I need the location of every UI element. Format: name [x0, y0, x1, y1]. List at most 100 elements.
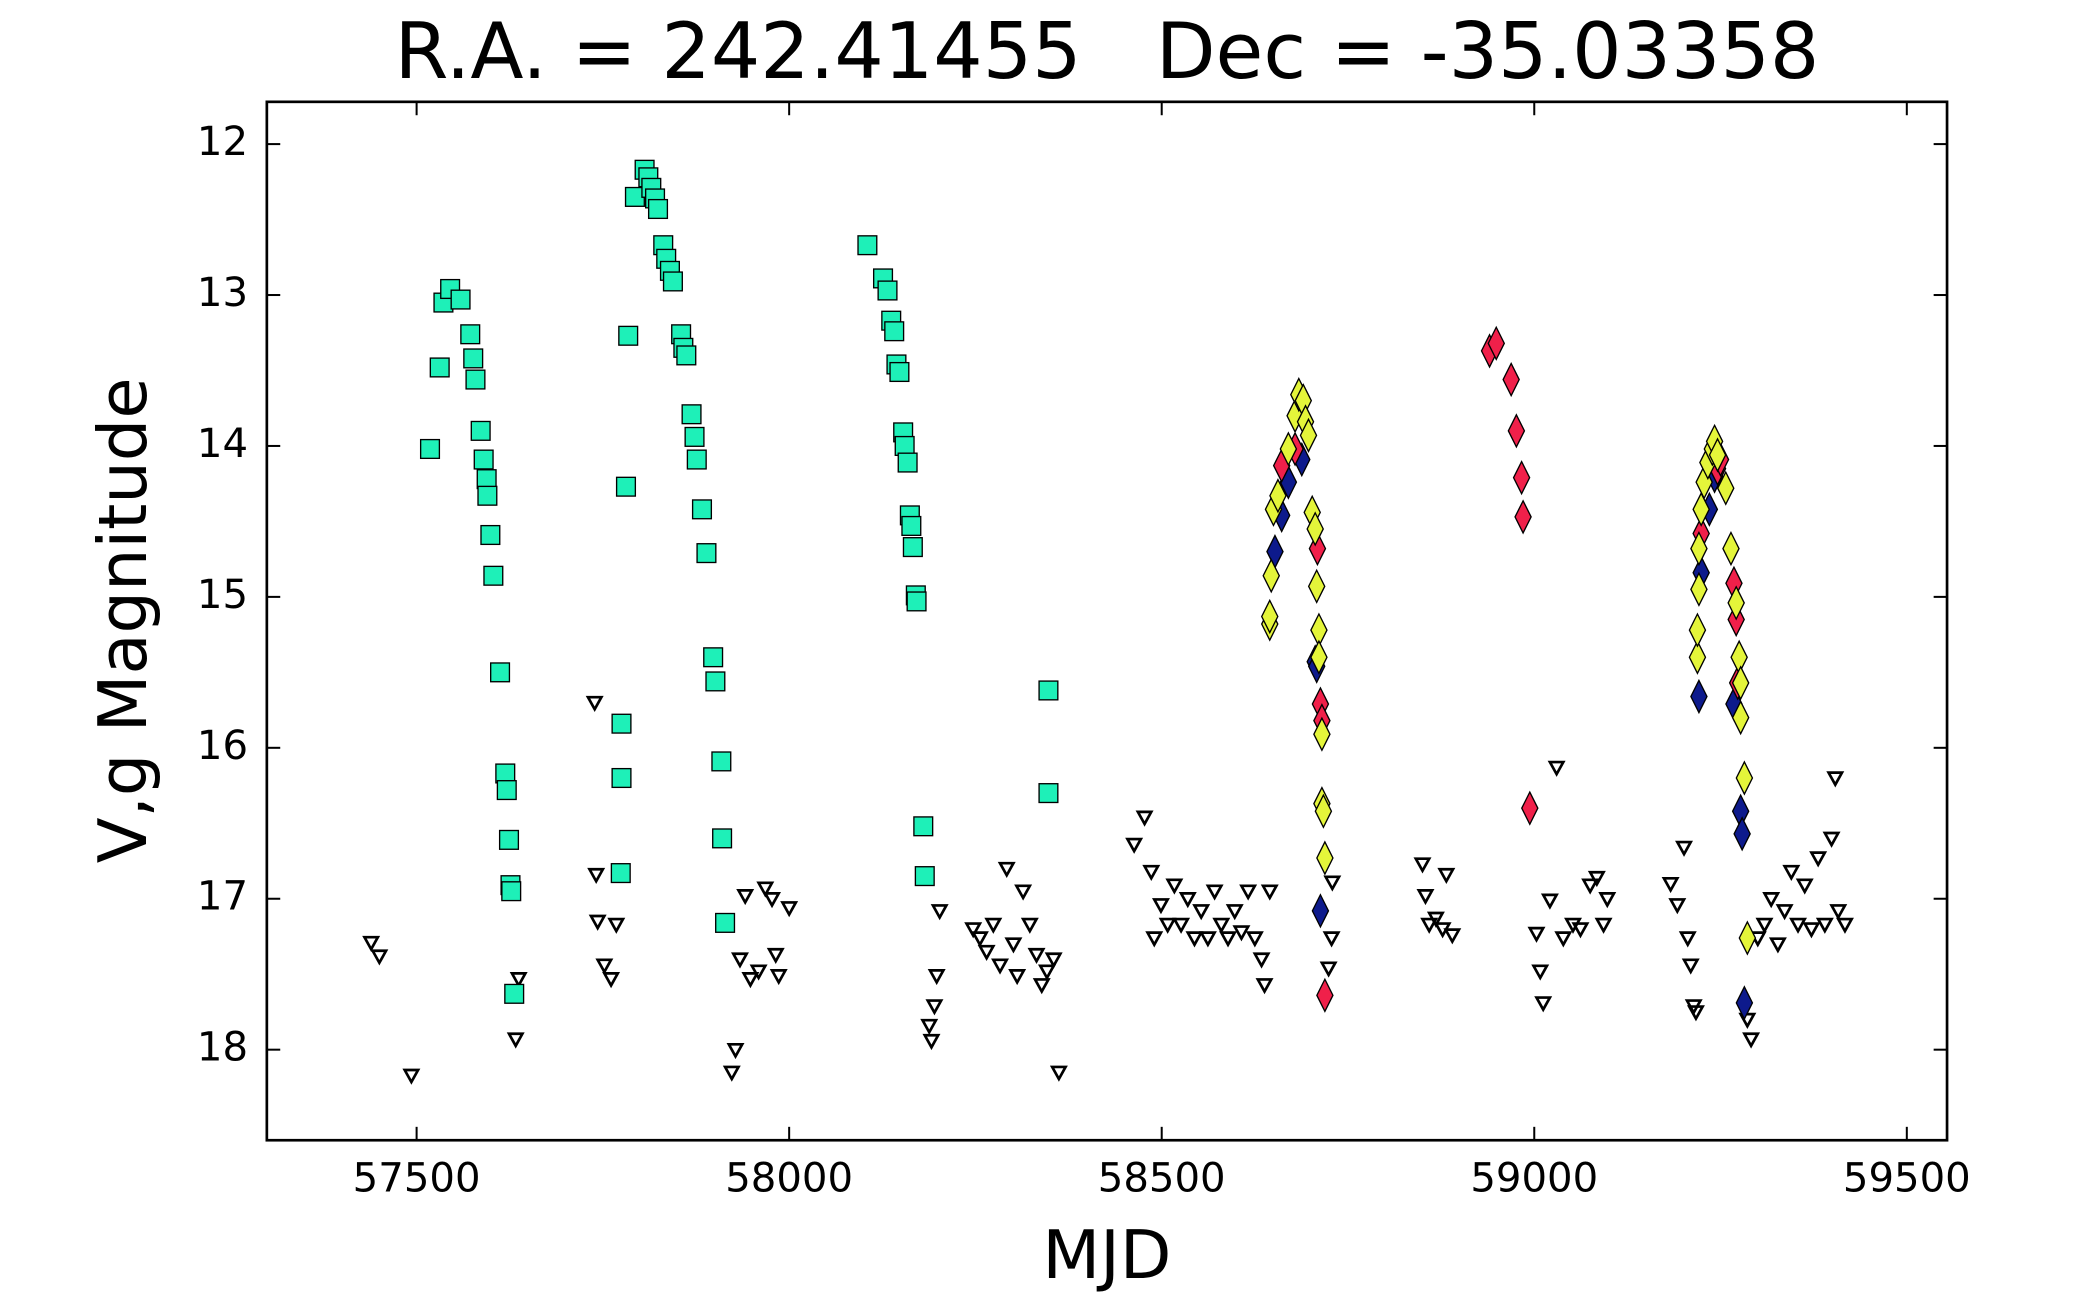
data-point — [726, 1042, 745, 1060]
data-point — [1145, 931, 1164, 948]
data-point — [1681, 958, 1700, 975]
data-point — [1661, 876, 1680, 894]
data-point — [1716, 470, 1735, 506]
data-point — [749, 964, 768, 981]
data-point — [1690, 571, 1708, 607]
data-point — [1829, 904, 1848, 921]
data-point — [686, 449, 707, 470]
data-point — [1727, 585, 1745, 621]
data-point — [1571, 922, 1590, 939]
data-point — [1668, 898, 1687, 915]
data-point — [1822, 831, 1841, 848]
data-point — [460, 324, 481, 345]
data-point — [1185, 931, 1204, 948]
data-point — [1027, 947, 1046, 965]
data-point — [1313, 716, 1331, 752]
data-point — [1594, 917, 1613, 934]
data-point — [715, 912, 736, 933]
data-point — [1279, 431, 1298, 467]
data-point — [504, 983, 525, 1004]
y-tick-label: 17 — [197, 874, 248, 920]
data-point — [1032, 978, 1051, 995]
data-point — [1314, 793, 1333, 829]
data-point — [763, 892, 781, 909]
data-point — [1507, 413, 1526, 449]
data-point — [370, 949, 389, 966]
data-point — [1675, 840, 1694, 857]
data-point — [662, 271, 683, 292]
data-point — [766, 947, 785, 965]
data-point — [1795, 878, 1814, 895]
data-point — [722, 1065, 741, 1082]
data-point — [736, 889, 755, 906]
data-point — [498, 829, 520, 850]
data-point — [1755, 917, 1774, 934]
data-point — [1151, 898, 1170, 915]
x-tick-label: 57500 — [353, 1155, 481, 1201]
data-point — [1172, 917, 1191, 934]
chart-title: R.A. = 242.41455 Dec = -35.03358 — [395, 7, 1820, 97]
data-point — [1531, 964, 1550, 981]
data-point — [1678, 931, 1697, 948]
data-point — [1049, 1065, 1068, 1082]
data-point — [1762, 892, 1781, 909]
data-point — [930, 904, 949, 921]
data-point — [1158, 917, 1177, 934]
data-point — [429, 357, 450, 378]
data-point — [587, 867, 606, 885]
data-point — [483, 565, 504, 586]
data-point — [473, 449, 494, 470]
plot-frame — [265, 100, 1949, 1142]
data-point — [1782, 864, 1801, 882]
x-tick-label: 58000 — [725, 1155, 853, 1201]
data-point — [1232, 925, 1251, 942]
data-point — [1690, 531, 1708, 567]
data-point — [977, 944, 996, 962]
data-point — [1135, 810, 1154, 827]
data-point — [1598, 892, 1617, 909]
data-point — [1260, 598, 1279, 635]
data-point — [1037, 964, 1056, 981]
data-point — [470, 420, 491, 441]
data-point — [362, 935, 381, 952]
data-point — [1038, 680, 1059, 701]
data-point — [1564, 917, 1582, 934]
data-point — [1038, 783, 1059, 804]
data-point — [1165, 878, 1184, 895]
data-point — [1690, 678, 1708, 715]
data-point — [1686, 1005, 1705, 1022]
data-point — [676, 345, 697, 366]
data-point — [997, 861, 1016, 879]
data-point — [703, 647, 724, 668]
data-point — [509, 972, 528, 989]
data-point — [884, 321, 905, 342]
data-point — [741, 972, 760, 989]
data-point — [1514, 499, 1532, 535]
data-point — [1487, 325, 1506, 361]
y-tick-label: 15 — [197, 572, 248, 618]
data-point — [889, 361, 910, 383]
y-tick-label: 13 — [197, 270, 248, 316]
data-point — [1205, 884, 1224, 901]
data-point — [901, 515, 922, 536]
data-point — [927, 969, 946, 986]
data-point — [1323, 875, 1342, 892]
data-point — [490, 662, 511, 683]
x-axis-label: MJD — [1042, 1216, 1171, 1294]
data-point — [1319, 961, 1338, 978]
x-tick-label: 58500 — [1098, 1155, 1226, 1201]
data-point — [1269, 478, 1287, 514]
data-point — [477, 485, 498, 506]
data-point — [1311, 893, 1330, 929]
data-point — [780, 901, 799, 918]
data-point — [1731, 700, 1750, 736]
data-point — [696, 543, 717, 564]
data-point — [1262, 558, 1281, 594]
data-point — [506, 1032, 525, 1049]
data-point — [419, 438, 441, 460]
data-point — [1245, 931, 1264, 948]
data-point — [480, 524, 501, 546]
data-point — [1125, 837, 1144, 854]
data-point — [1198, 931, 1217, 948]
